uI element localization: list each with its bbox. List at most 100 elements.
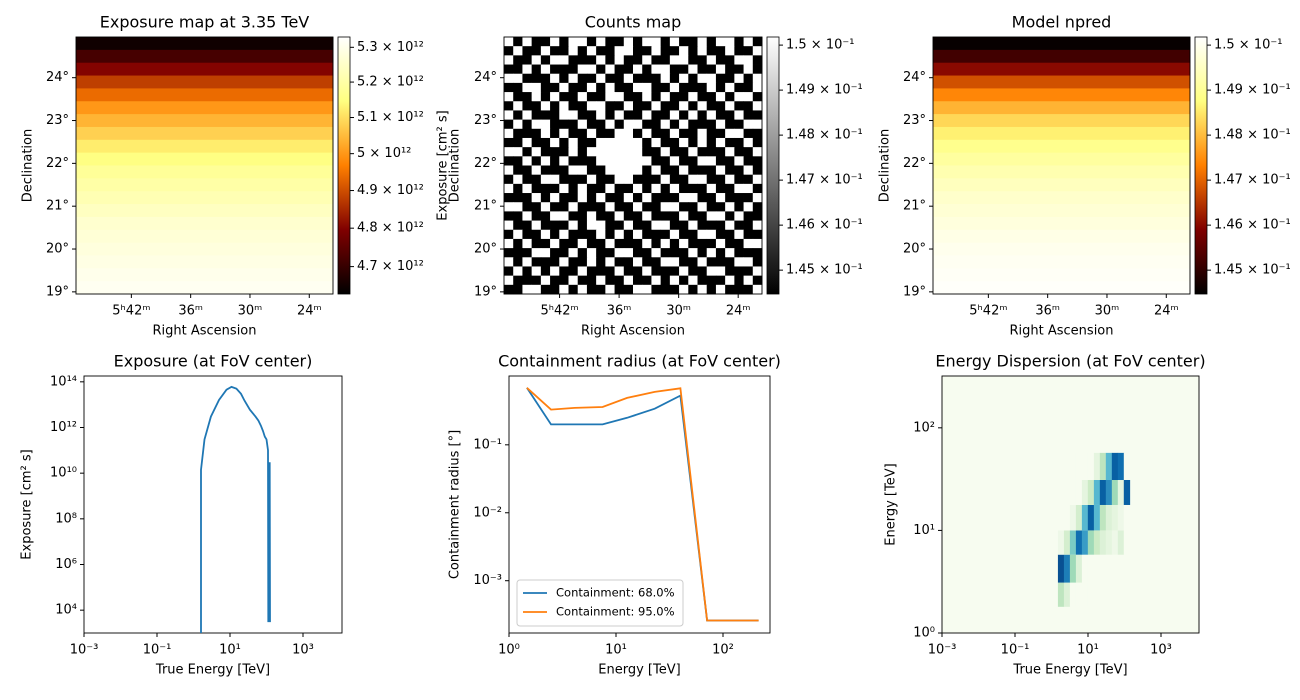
pixel bbox=[660, 137, 671, 148]
pixel bbox=[669, 55, 680, 65]
y-tick-label: 22° bbox=[474, 156, 497, 171]
legend-box bbox=[516, 579, 684, 627]
heatmap-cell bbox=[1057, 452, 1065, 481]
pixel bbox=[688, 64, 698, 75]
pixel bbox=[633, 73, 643, 84]
pixel bbox=[933, 114, 1191, 128]
pixel bbox=[614, 174, 625, 185]
pixel bbox=[669, 110, 680, 121]
pixel bbox=[725, 156, 735, 166]
pixel bbox=[688, 46, 698, 56]
pixel bbox=[531, 92, 542, 102]
pixel bbox=[531, 248, 542, 258]
x-tick-label: 36ᵐ bbox=[1035, 304, 1060, 319]
colorbar-tick-label: 1.5 × 10⁻¹ bbox=[1214, 38, 1282, 53]
pixel bbox=[623, 128, 634, 139]
pixel bbox=[76, 229, 334, 243]
heatmap-cell bbox=[1057, 582, 1065, 607]
pixel bbox=[568, 137, 579, 148]
pixel bbox=[596, 211, 606, 221]
x-tick-label: 24ᵐ bbox=[1154, 304, 1179, 319]
pixel bbox=[577, 229, 588, 240]
pixel bbox=[642, 229, 652, 240]
heatmap-cell bbox=[1069, 504, 1077, 531]
x-tick-label: 30ᵐ bbox=[238, 304, 263, 319]
pixel bbox=[568, 229, 579, 240]
y-axis-label: Energy [TeV] bbox=[884, 463, 899, 545]
heatmap-cell bbox=[1105, 554, 1113, 583]
pixel bbox=[679, 82, 689, 93]
pixel bbox=[568, 238, 579, 249]
pixel bbox=[651, 202, 662, 212]
pixel bbox=[559, 275, 569, 286]
pixel bbox=[540, 248, 551, 258]
pixel bbox=[933, 37, 1191, 51]
pixel bbox=[531, 174, 542, 185]
pixel bbox=[752, 46, 763, 56]
pixel bbox=[504, 46, 514, 56]
pixel bbox=[568, 128, 579, 139]
pixel bbox=[540, 183, 551, 194]
pixel bbox=[531, 101, 542, 111]
pixel bbox=[531, 202, 542, 212]
pixel bbox=[633, 137, 643, 148]
pixel bbox=[623, 202, 634, 212]
pixel bbox=[550, 275, 560, 286]
colorbar-tick-label: 4.8 × 10¹² bbox=[357, 221, 424, 236]
pixel bbox=[614, 183, 625, 194]
y-tick-label: 10⁻¹ bbox=[473, 437, 502, 452]
pixel bbox=[513, 156, 523, 166]
y-tick-label: 23° bbox=[474, 113, 497, 128]
pixel bbox=[531, 229, 542, 240]
y-tick-label: 22° bbox=[46, 156, 69, 171]
pixel bbox=[660, 110, 671, 121]
pixel bbox=[504, 238, 514, 249]
pixel bbox=[76, 37, 334, 51]
pixel bbox=[513, 220, 523, 231]
heatmap-cell bbox=[1087, 452, 1095, 481]
axes-frame bbox=[508, 375, 771, 634]
pixel bbox=[540, 92, 551, 102]
pixel bbox=[596, 55, 606, 65]
y-axis-label: Declination bbox=[448, 129, 463, 203]
pixel bbox=[568, 257, 579, 267]
pixel bbox=[550, 183, 560, 194]
pixel bbox=[725, 92, 735, 102]
pixel bbox=[752, 110, 763, 121]
pixel bbox=[933, 62, 1191, 76]
heatmap-cell bbox=[1105, 504, 1113, 531]
colorbar-tick-label: 1.48 × 10⁻¹ bbox=[1214, 128, 1291, 143]
pixel bbox=[586, 46, 597, 56]
heatmap-cell bbox=[1105, 480, 1113, 505]
pixel bbox=[76, 255, 334, 269]
pixel bbox=[743, 37, 754, 47]
pixel bbox=[669, 266, 680, 277]
heatmap-cell bbox=[1081, 504, 1089, 531]
pixel bbox=[586, 147, 597, 157]
pixel bbox=[586, 128, 597, 139]
pixel bbox=[752, 37, 763, 47]
pixel bbox=[586, 220, 597, 231]
pixel bbox=[577, 266, 588, 277]
heatmap-cell bbox=[1063, 504, 1071, 531]
y-tick-label: 22° bbox=[903, 156, 926, 171]
pixel bbox=[513, 119, 523, 130]
pixel bbox=[743, 229, 754, 240]
heatmap-cell bbox=[1117, 582, 1125, 607]
pixel bbox=[623, 147, 634, 157]
pixel bbox=[568, 248, 579, 258]
pixel bbox=[550, 64, 560, 75]
pixel bbox=[651, 183, 662, 194]
y-tick-label: 24° bbox=[474, 70, 497, 85]
heatmap-cell bbox=[1123, 582, 1131, 607]
pixel bbox=[633, 174, 643, 185]
pixel bbox=[642, 165, 652, 176]
colorbar-tick-label: 5.2 × 10¹² bbox=[357, 75, 424, 90]
colorbar-tick-label: 5.1 × 10¹² bbox=[357, 110, 424, 125]
pixel bbox=[669, 284, 680, 295]
pixel bbox=[933, 101, 1191, 115]
x-tick-label: 36ᵐ bbox=[607, 304, 632, 319]
pixel bbox=[568, 73, 579, 84]
pixel bbox=[752, 55, 763, 65]
pixel bbox=[679, 137, 689, 148]
